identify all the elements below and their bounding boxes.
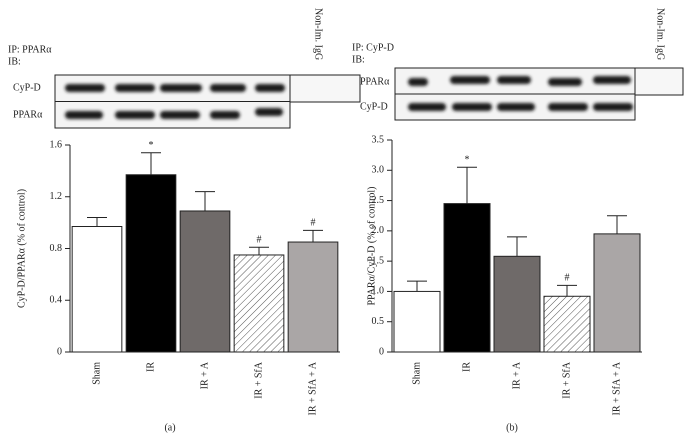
blot-band [593,76,631,84]
control-lane [289,74,361,103]
blot-band [160,111,200,119]
x-tick-label: IR + SfA [561,361,572,399]
blot-band [548,103,588,111]
blot-band [452,103,492,111]
blot-band [408,78,428,86]
ib-label: IB: [8,56,21,67]
significance-mark: * [465,155,470,166]
y-tick-label: 1.2 [50,191,63,202]
blot-band [408,103,446,111]
significance-mark: # [311,218,316,229]
bar [493,255,541,353]
significance-mark: # [565,273,570,284]
blot-band [593,103,633,111]
blot-band [548,78,582,86]
y-tick-label: 0.8 [50,243,63,254]
y-tick-label: 0.4 [50,295,63,306]
y-axis-title: PPARα/CyP-D (% of control) [366,186,377,305]
x-tick-label: IR + SfA [253,361,264,399]
y-tick-label: 0.5 [372,316,385,327]
blot-band [115,84,155,92]
control-label: Non-Im. IgG [655,8,666,60]
bar [543,295,591,353]
ib-label: IB: [352,54,365,65]
y-tick-label: 2.5 [372,195,385,206]
x-tick-label: Sham [411,362,422,385]
x-tick-label: IR + SfA + A [307,361,318,415]
y-tick-label: 0 [57,346,62,357]
significance-mark: * [149,140,154,151]
bar [287,241,339,353]
blot-row-label: PPARα [360,76,390,87]
blot-band [450,76,490,84]
blot-band [65,84,105,92]
blot-band [497,76,531,84]
panel-label: (a) [164,422,175,433]
x-tick-label: IR + SfA + A [611,361,622,415]
y-tick-label: 0 [379,346,384,357]
control-lane [634,67,684,96]
blot-band [65,111,103,119]
bar [593,233,641,353]
bar [179,210,231,353]
blot-band [115,111,155,119]
blot-band [255,108,283,116]
y-tick-label: 2.0 [372,225,385,236]
bar [71,226,123,353]
blot-band [210,84,246,92]
blot-row-label: PPARα [13,109,43,120]
y-axis-title: CyP-D/PPARα (% of control) [16,189,27,308]
bar [443,203,491,353]
bar [393,290,441,353]
y-tick-label: 1.5 [372,255,385,266]
x-tick-label: Sham [91,362,102,385]
y-tick-label: 1.6 [50,139,63,150]
y-tick-label: 1.0 [372,286,385,297]
control-label: Non-Im. IgG [313,8,324,60]
x-tick-label: IR [461,362,472,372]
x-tick-label: IR + A [511,361,522,389]
x-tick-label: IR [145,362,156,372]
y-tick-label: 3.5 [372,134,385,145]
ip-label: IP: CyP-D [352,42,394,53]
blot-band [497,103,535,111]
panel-label: (b) [506,422,518,433]
y-tick-label: 3.0 [372,165,385,176]
blot-band [255,84,285,92]
ip-label: IP: PPARα [8,44,52,55]
blot-row-label: CyP-D [13,82,41,93]
blot-band [210,111,240,119]
significance-mark: # [257,235,262,246]
x-tick-label: IR + A [199,361,210,389]
bar [233,254,285,353]
blot-band [160,84,202,92]
blot-row-label: CyP-D [360,101,388,112]
bar [125,174,177,353]
